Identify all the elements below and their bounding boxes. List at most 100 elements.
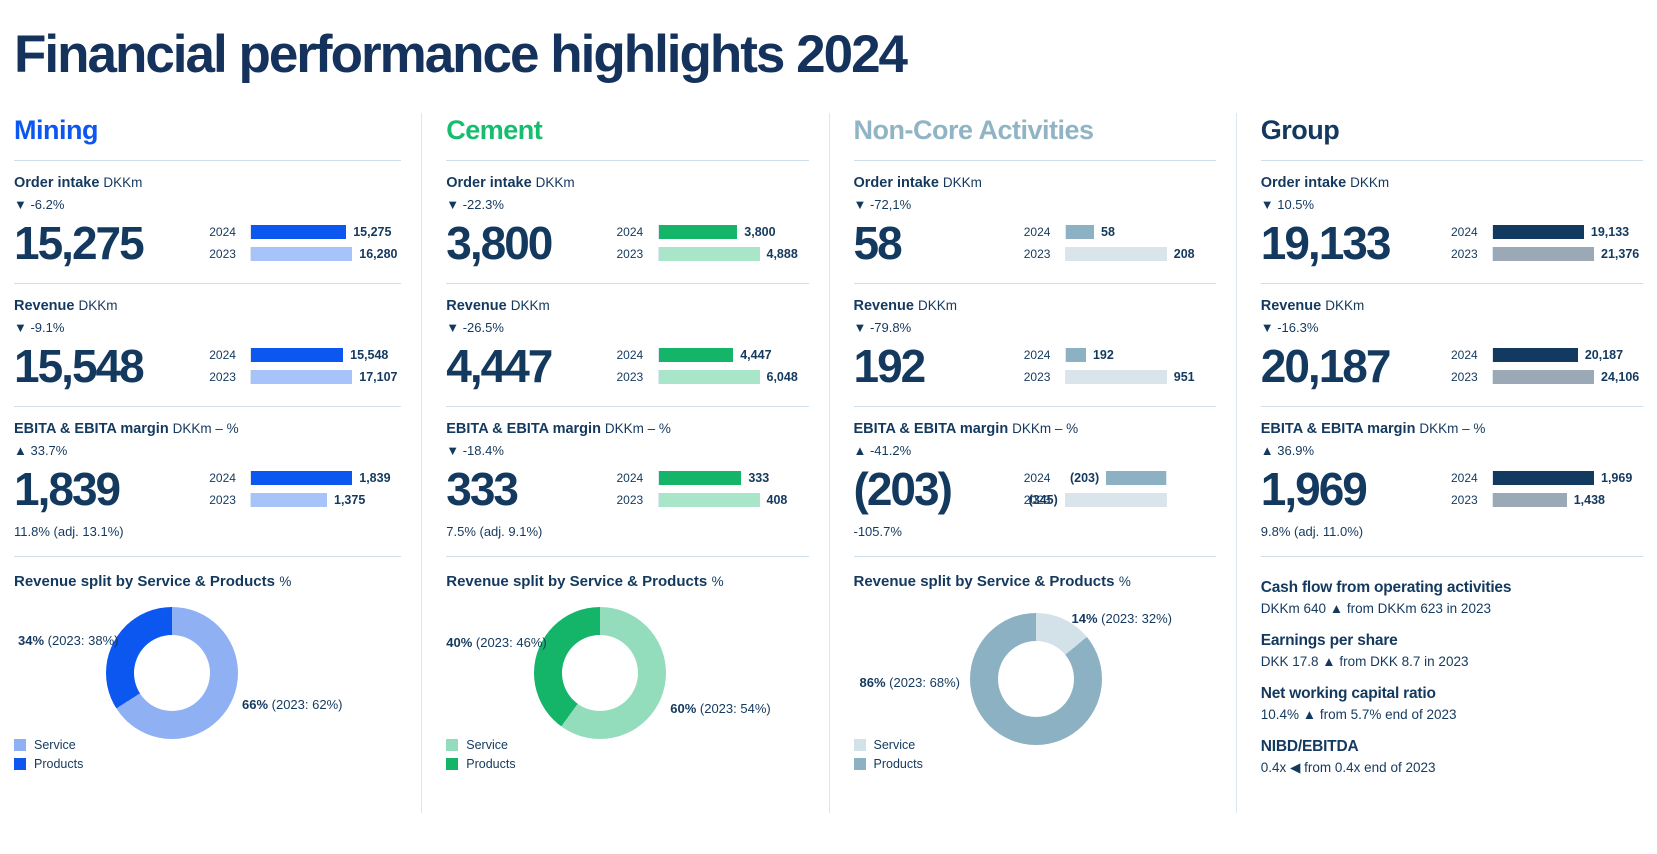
metric-header: EBITA & EBITA margin DKKm – %	[14, 420, 401, 438]
metric-order-intake: Order intake DKKm ▼ -6.2% 15,275 2024 15,…	[14, 161, 401, 283]
bar-value: 333	[748, 471, 770, 485]
bar-track: 15,548	[250, 348, 388, 362]
delta-indicator: ▼ -72,1%	[853, 197, 912, 212]
kpi-cash-flow: Cash flow from operating activities DKKm…	[1261, 579, 1643, 616]
split-title: Revenue split by Service & Products	[14, 573, 275, 590]
products-swatch	[853, 758, 866, 770]
donut-label-products: 86% (2023: 68%)	[860, 675, 960, 690]
donut-label-pct: 40%	[446, 635, 473, 650]
bar-row: 2023 17,107	[209, 370, 401, 385]
bar-year: 2024	[616, 471, 644, 485]
split-title: Revenue split by Service & Products	[853, 573, 1115, 590]
divider	[14, 406, 402, 407]
bar-row: 2024 20,187	[1451, 348, 1643, 363]
metric-ebita: EBITA & EBITA margin DKKm – % ▲ -41.2% (2…	[854, 407, 1216, 556]
split-unit: %	[1118, 574, 1131, 589]
revenue-split-section: Revenue split by Service & Products % 40…	[446, 557, 808, 773]
kpi-value: DKKm 640 ▲ from DKKm 623 in 2023	[1260, 601, 1491, 616]
divider	[1260, 283, 1643, 284]
metric-revenue: Revenue DKKm ▼ -26.5% 4,447 2024 4,447 20…	[446, 284, 808, 406]
bar-row: 2024 3,800	[617, 225, 809, 240]
delta-indicator: ▼ 10.5%	[1260, 197, 1315, 212]
donut-label-prior: (2023: 68%)	[885, 675, 960, 690]
metric-header: EBITA & EBITA margin DKKm – %	[854, 420, 1216, 438]
metric-header: Revenue DKKm	[446, 297, 808, 315]
metric-header: Revenue DKKm	[854, 297, 1216, 315]
bar-value: 15,548	[350, 348, 389, 362]
divider	[446, 160, 809, 161]
metric-unit: DKKm – %	[604, 421, 671, 436]
bar-row: 2024 58	[1024, 225, 1216, 240]
bar-value: 21,376	[1601, 247, 1640, 261]
column-non-core-title: Non-Core Activities	[853, 115, 1095, 145]
kpi-heading: Earnings per share	[1260, 632, 1398, 649]
bar-track: 208	[1064, 247, 1195, 261]
split-header: Revenue split by Service & Products %	[14, 573, 401, 591]
delta-indicator: ▼ -16.3%	[1260, 320, 1319, 335]
bar-value: 16,280	[359, 247, 398, 261]
metric-revenue: Revenue DKKm ▼ -16.3% 20,187 2024 20,187 …	[1261, 284, 1643, 406]
donut-area: 14% (2023: 32%) 86% (2023: 68%) Service …	[853, 605, 1216, 773]
donut-label-pct: 66%	[242, 697, 269, 712]
headline-value: (203)	[853, 463, 953, 515]
bar-2023	[1065, 247, 1167, 261]
kpi-net-working-capital: Net working capital ratio 10.4% ▲ from 5…	[1261, 685, 1643, 722]
service-swatch	[14, 739, 26, 751]
column-cement-title: Cement	[446, 115, 543, 145]
split-header: Revenue split by Service & Products %	[854, 573, 1216, 591]
metric-label: EBITA & EBITA margin	[1260, 421, 1416, 437]
metric-header: Order intake DKKm	[14, 174, 401, 192]
donut-label-pct: 14%	[1071, 611, 1098, 626]
bar-value: 6,048	[766, 370, 798, 384]
metric-label: Order intake	[446, 175, 532, 191]
metric-label: Order intake	[14, 175, 100, 191]
bar-row: 2023 408	[617, 493, 809, 508]
headline-value: 58	[853, 217, 903, 269]
bar-year: 2024	[1023, 225, 1051, 239]
bar-value: 1,839	[359, 471, 391, 485]
bar-track: 3,800	[657, 225, 776, 239]
bar-year: 2024	[1451, 225, 1478, 239]
headline-value: 3,800	[446, 217, 553, 269]
kpi-nibd-ebitda: NIBD/EBITDA 0.4x ◀ from 0.4x end of 2023	[1261, 738, 1643, 776]
bar-track: 4,447	[657, 348, 772, 362]
metric-revenue: Revenue DKKm ▼ -9.1% 15,548 2024 15,548 2…	[14, 284, 401, 406]
bar-year: 2023	[616, 247, 644, 261]
bar-2023	[658, 370, 760, 384]
bar-value: 24,106	[1601, 370, 1640, 384]
headline-value: 4,447	[446, 340, 553, 392]
bar-2023	[1493, 493, 1567, 507]
bar-row: 2023 (345)	[1024, 493, 1216, 508]
bar-track: 20,187	[1492, 348, 1623, 362]
metric-unit: DKKm – %	[1419, 421, 1486, 436]
page-title: Financial performance highlights 2024	[14, 25, 908, 84]
legend-label: Products	[34, 757, 84, 771]
bar-chart: 2024 1,839 2023 1,375	[209, 471, 401, 508]
bar-row: 2024 15,548	[209, 348, 401, 363]
figure-row: 333 2024 333 2023 408	[446, 466, 808, 512]
bar-track: 21,376	[1492, 247, 1639, 261]
bar-2024	[251, 225, 347, 239]
divider	[14, 283, 402, 284]
figure-row: 19,133 2024 19,133 2023 21,376	[1261, 220, 1643, 266]
column-mining: Mining Order intake DKKm ▼ -6.2% 15,275 2…	[14, 113, 421, 813]
bar-year: 2023	[1023, 247, 1051, 261]
metric-unit: DKKm	[103, 175, 143, 190]
bar-track-negative: (203)	[1065, 471, 1167, 485]
kpi-heading: Net working capital ratio	[1260, 685, 1436, 702]
metric-order-intake: Order intake DKKm ▼ 10.5% 19,133 2024 19,…	[1261, 161, 1643, 283]
service-swatch	[853, 739, 866, 751]
bar-track: 1,438	[1492, 493, 1605, 507]
metric-header: Order intake DKKm	[446, 174, 808, 192]
highlights-board: Mining Order intake DKKm ▼ -6.2% 15,275 2…	[14, 113, 1643, 813]
bar-year: 2023	[1451, 370, 1478, 384]
bar-row: 2023 24,106	[1451, 370, 1643, 385]
metric-unit: DKKm	[535, 175, 575, 190]
headline-value: 19,133	[1260, 217, 1392, 269]
bar-row: 2023 16,280	[209, 247, 401, 262]
bar-year: 2024	[209, 348, 236, 362]
kpi-value: 10.4% ▲ from 5.7% end of 2023	[1260, 707, 1457, 722]
donut-label-prior: (2023: 54%)	[696, 701, 771, 716]
divider	[853, 556, 1216, 557]
headline-value: 1,839	[14, 463, 121, 515]
